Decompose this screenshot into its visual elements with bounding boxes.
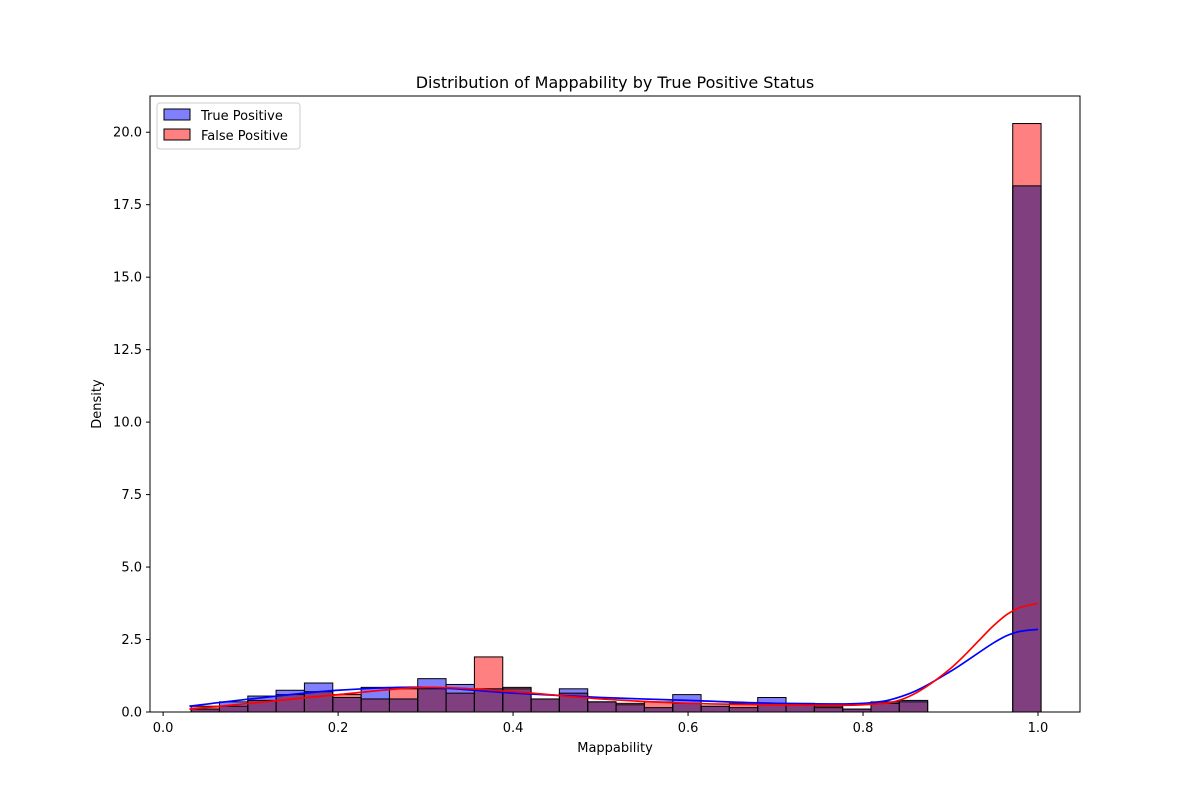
bar-series-1-bin-22: [813, 705, 844, 713]
bars-layer: [190, 123, 1042, 713]
bar-series-1-bin-17: [672, 702, 702, 713]
series-1-bars: [190, 123, 1042, 713]
y-tick-label: 17.5: [113, 198, 142, 213]
y-axis-label: Density: [90, 379, 105, 429]
x-tick-label: 0.2: [328, 721, 349, 736]
bar-series-1-bin-5: [332, 694, 362, 713]
x-axis-ticks: 0.0 0.2 0.4 0.6 0.8 1.0: [153, 712, 1049, 736]
legend-label-true-positive: True Positive: [200, 109, 283, 124]
bar-series-1-bin-6: [360, 698, 390, 713]
y-tick-label: 10.0: [113, 416, 142, 431]
chart-title: Distribution of Mappability by True Posi…: [416, 73, 815, 92]
legend-label-false-positive: False Positive: [201, 129, 288, 144]
bar-series-1-bin-9: [445, 692, 475, 713]
bar-series-1-bin-12: [530, 698, 560, 713]
legend: True Positive False Positive: [156, 102, 301, 150]
x-tick-label: 0.0: [153, 721, 174, 736]
y-tick-label: 2.5: [121, 633, 142, 648]
x-tick-label: 0.6: [678, 721, 699, 736]
bar-series-1-bin-18: [700, 705, 730, 713]
bar-series-1-bin-1: [218, 705, 249, 713]
bar-series-1-bin-7: [388, 688, 419, 713]
y-tick-label: 12.5: [113, 343, 142, 358]
y-tick-label: 15.0: [113, 271, 142, 286]
y-tick-label: 20.0: [113, 126, 142, 141]
legend-swatch-false-positive: [163, 128, 191, 141]
bar-series-1-bin-14: [587, 701, 617, 713]
x-tick-label: 1.0: [1028, 721, 1049, 736]
y-tick-label: 5.0: [121, 561, 142, 576]
series-0-bars: [190, 185, 1042, 713]
x-axis-label: Mappability: [577, 741, 653, 756]
x-tick-label: 0.4: [503, 721, 524, 736]
kde-line-series-1: [189, 602, 1039, 710]
bar-series-1-bin-10: [473, 656, 504, 713]
kde-layer: [189, 602, 1039, 710]
y-tick-label: 0.0: [121, 706, 142, 721]
legend-swatch-true-positive: [163, 108, 191, 121]
y-axis-ticks: 0.0 2.5 5.0 7.5 10.0 12.5 15.0 17.5 20.0: [113, 126, 150, 721]
bar-series-1-bin-8: [417, 688, 447, 713]
kde-line-series-0: [189, 628, 1039, 708]
legend-box: [156, 102, 301, 150]
bar-series-1-bin-15: [615, 702, 645, 713]
plot-frame: [149, 95, 1081, 713]
y-tick-label: 7.5: [121, 488, 142, 503]
bar-series-1-bin-3: [275, 694, 305, 713]
bar-series-1-bin-25: [898, 701, 929, 713]
x-tick-label: 0.8: [853, 721, 874, 736]
bar-series-1-bin-29: [1012, 123, 1042, 713]
